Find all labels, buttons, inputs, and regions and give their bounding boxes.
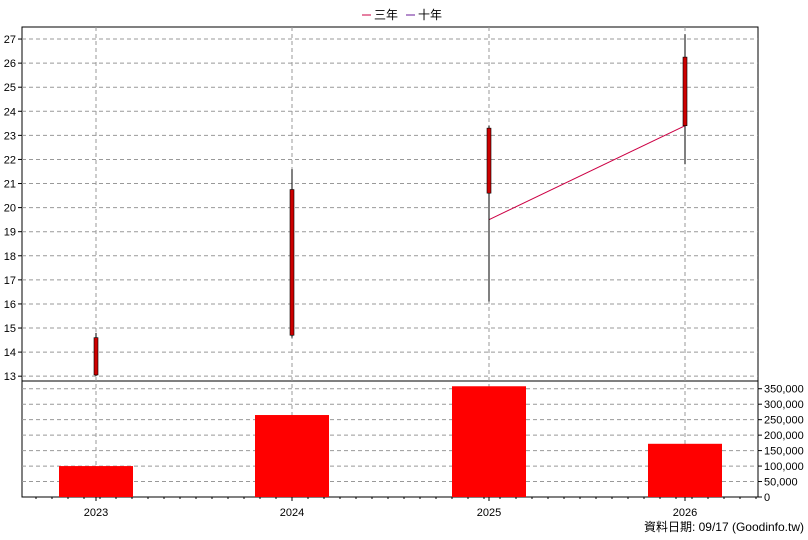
grid [22, 27, 758, 497]
volume-tick-label: 300,000 [764, 399, 804, 411]
ma-lines [488, 125, 686, 221]
price-tick-label: 22 [4, 154, 16, 166]
price-tick-label: 17 [4, 275, 16, 287]
volume-panel-frame [21, 380, 759, 498]
candle-body [93, 337, 99, 376]
price-tick-label: 24 [4, 106, 16, 118]
volume-tick-label: 350,000 [764, 384, 804, 396]
volume-tick-label: 100,000 [764, 461, 804, 473]
candle-body [682, 56, 688, 127]
price-tick-label: 18 [4, 251, 16, 263]
volume-tick-label: 250,000 [764, 415, 804, 427]
legend: 三年 十年 [362, 8, 442, 22]
price-tick-label: 27 [4, 34, 16, 46]
price-tick-label: 26 [4, 58, 16, 70]
price-tick-label: 20 [4, 203, 16, 215]
price-tick-label: 23 [4, 130, 16, 142]
x-tick-label: 2024 [280, 507, 304, 519]
x-tick-label: 2023 [84, 507, 108, 519]
legend-label-ten-year: 十年 [418, 8, 442, 22]
volume-tick-label: 150,000 [764, 446, 804, 458]
volume-bar [59, 466, 133, 497]
candle-body [486, 127, 492, 194]
volume-tick-label: 0 [764, 492, 770, 504]
legend-label-three-year: 三年 [374, 8, 398, 22]
price-tick-label: 19 [4, 227, 16, 239]
axes: 13 14 15 16 17 18 19 20 21 22 23 24 25 26 27 0 50,000 100… [4, 34, 804, 519]
volume-tick-label: 200,000 [764, 430, 804, 442]
x-tick-label: 2026 [673, 507, 697, 519]
price-tick-label: 13 [4, 371, 16, 383]
ma-three-year-line [488, 125, 686, 221]
candles [93, 34, 688, 377]
candle-body [289, 189, 295, 336]
price-tick-label: 15 [4, 323, 16, 335]
data-date-footer: 資料日期: 09/17 (Goodinfo.tw) [644, 520, 804, 534]
x-tick-label: 2025 [477, 507, 501, 519]
price-tick-label: 21 [4, 179, 16, 191]
volume-tick-label: 50,000 [764, 477, 798, 489]
price-tick-label: 14 [4, 347, 16, 359]
volume-bar [452, 386, 526, 497]
volume-bar [255, 415, 329, 497]
price-tick-label: 16 [4, 299, 16, 311]
volume-bars [59, 386, 722, 497]
volume-bar [648, 443, 722, 497]
price-tick-label: 25 [4, 82, 16, 94]
